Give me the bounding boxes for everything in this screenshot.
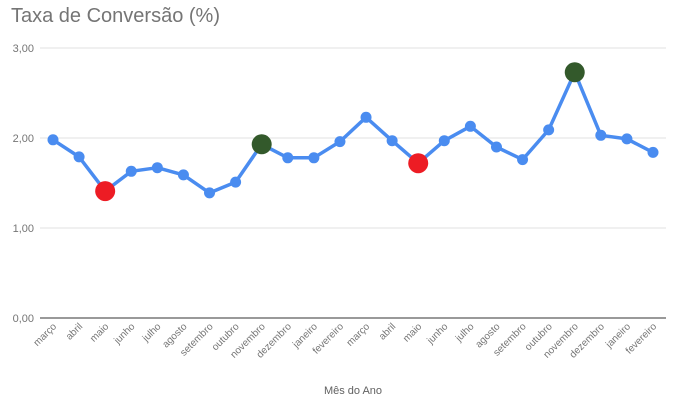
- chart-title: Taxa de Conversão (%): [11, 5, 220, 27]
- data-point[interactable]: [125, 165, 137, 177]
- x-tick-label: abril: [64, 321, 85, 342]
- data-point[interactable]: [151, 162, 163, 174]
- x-tick-label: junho: [112, 321, 138, 347]
- low-highlight-marker[interactable]: [408, 153, 429, 174]
- data-series: [47, 66, 659, 199]
- data-point[interactable]: [647, 146, 659, 158]
- data-point[interactable]: [230, 176, 242, 188]
- series-line: [52, 70, 654, 195]
- data-point[interactable]: [177, 169, 189, 181]
- x-tick-label: abril: [377, 321, 398, 342]
- x-tick-label: julho: [453, 321, 477, 345]
- high-highlight-marker[interactable]: [564, 62, 585, 83]
- y-tick-label: 2,00: [13, 133, 34, 145]
- gridlines: [40, 47, 666, 229]
- data-point[interactable]: [334, 136, 346, 148]
- highlight-markers: [95, 62, 585, 202]
- x-axis-label: Mês do Ano: [324, 385, 382, 397]
- y-tick-label: 0,00: [13, 313, 34, 325]
- data-point[interactable]: [517, 154, 529, 166]
- data-point[interactable]: [73, 151, 85, 163]
- y-tick-label: 1,00: [13, 223, 34, 235]
- data-point[interactable]: [595, 129, 607, 141]
- data-point[interactable]: [386, 135, 398, 147]
- x-tick-label: março: [345, 321, 373, 349]
- data-point[interactable]: [464, 120, 476, 132]
- data-point[interactable]: [438, 135, 450, 147]
- data-point[interactable]: [543, 124, 555, 136]
- data-point[interactable]: [490, 141, 502, 153]
- x-axis-ticks: março abril maio junho julhoagostosetembroou…: [32, 321, 660, 361]
- y-axis-ticks: 0,00 1,00 2,00 3,00: [13, 43, 34, 325]
- data-point[interactable]: [308, 152, 320, 164]
- x-tick-label: maio: [88, 321, 111, 344]
- x-tick-label: maio: [401, 321, 424, 344]
- data-point[interactable]: [47, 134, 59, 146]
- x-tick-label: julho: [140, 321, 164, 345]
- x-tick-label: junho: [425, 321, 451, 347]
- data-point[interactable]: [360, 111, 372, 123]
- data-point[interactable]: [204, 187, 216, 199]
- y-tick-label: 3,00: [13, 43, 34, 55]
- data-point[interactable]: [621, 133, 633, 145]
- high-highlight-marker[interactable]: [251, 134, 272, 155]
- x-tick-label: março: [32, 321, 60, 349]
- low-highlight-marker[interactable]: [95, 181, 116, 202]
- data-point[interactable]: [282, 152, 294, 164]
